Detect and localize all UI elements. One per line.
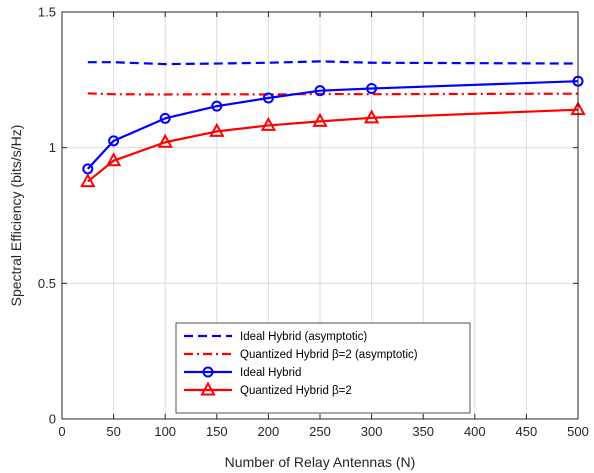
y-axis-label: Spectral Efficiency (bits/s/Hz) bbox=[8, 125, 24, 307]
legend-box bbox=[175, 322, 471, 414]
x-axis-label: Number of Relay Antennas (N) bbox=[225, 454, 416, 470]
series-3-point bbox=[314, 85, 326, 97]
series-4-point bbox=[209, 122, 225, 137]
x-tick-label: 0 bbox=[58, 424, 65, 439]
y-tick-label: 0 bbox=[49, 412, 56, 427]
series-4-point bbox=[105, 152, 122, 167]
legend-label-4: Quantized Hybrid β=2 bbox=[240, 385, 352, 397]
x-tick-label: 250 bbox=[309, 424, 331, 439]
x-tick-label: 100 bbox=[154, 424, 176, 439]
series-3-point bbox=[262, 92, 274, 104]
x-tick-label: 500 bbox=[567, 424, 589, 439]
x-tick-label: 300 bbox=[361, 424, 383, 439]
series-2-line bbox=[87, 92, 579, 96]
series-4-line bbox=[87, 108, 579, 183]
legend-marker-4 bbox=[200, 381, 216, 396]
grid bbox=[62, 12, 578, 419]
x-tick-label: 200 bbox=[258, 424, 280, 439]
series-4-point bbox=[363, 109, 380, 124]
y-tick-label: 1.5 bbox=[38, 5, 56, 20]
y-tick-label: 0.5 bbox=[38, 276, 56, 291]
legend-label-3: Ideal Hybrid bbox=[240, 367, 301, 379]
series-layer bbox=[80, 60, 586, 188]
x-tick-label: 350 bbox=[412, 424, 434, 439]
series-3-point bbox=[159, 112, 171, 124]
legend: Ideal Hybrid (asymptotic) Quantized Hybri… bbox=[175, 322, 471, 414]
x-tick-label: 400 bbox=[464, 424, 486, 439]
series-4-point bbox=[312, 112, 328, 127]
series-4-point bbox=[80, 172, 96, 188]
legend-label-2: Quantized Hybrid β=2 (asymptotic) bbox=[240, 349, 418, 361]
y-tick-label: 1 bbox=[49, 140, 56, 155]
series-4-point bbox=[157, 133, 173, 148]
series-4-point bbox=[260, 116, 277, 131]
series-3-point bbox=[366, 83, 378, 95]
series-1-line bbox=[87, 60, 579, 66]
tick-layer: 0 50 100 150 200 250 300 350 400 450 500 0 0.5 1 1.5 bbox=[38, 5, 589, 440]
series-3-point bbox=[211, 100, 223, 112]
series-3-point bbox=[108, 135, 120, 147]
x-tick-label: 50 bbox=[106, 424, 120, 439]
legend-marker-3 bbox=[202, 366, 214, 378]
series-3-line bbox=[86, 80, 579, 170]
x-tick-label: 450 bbox=[516, 424, 538, 439]
legend-label-1: Ideal Hybrid (asymptotic) bbox=[240, 331, 367, 343]
x-tick-label: 150 bbox=[206, 424, 228, 439]
